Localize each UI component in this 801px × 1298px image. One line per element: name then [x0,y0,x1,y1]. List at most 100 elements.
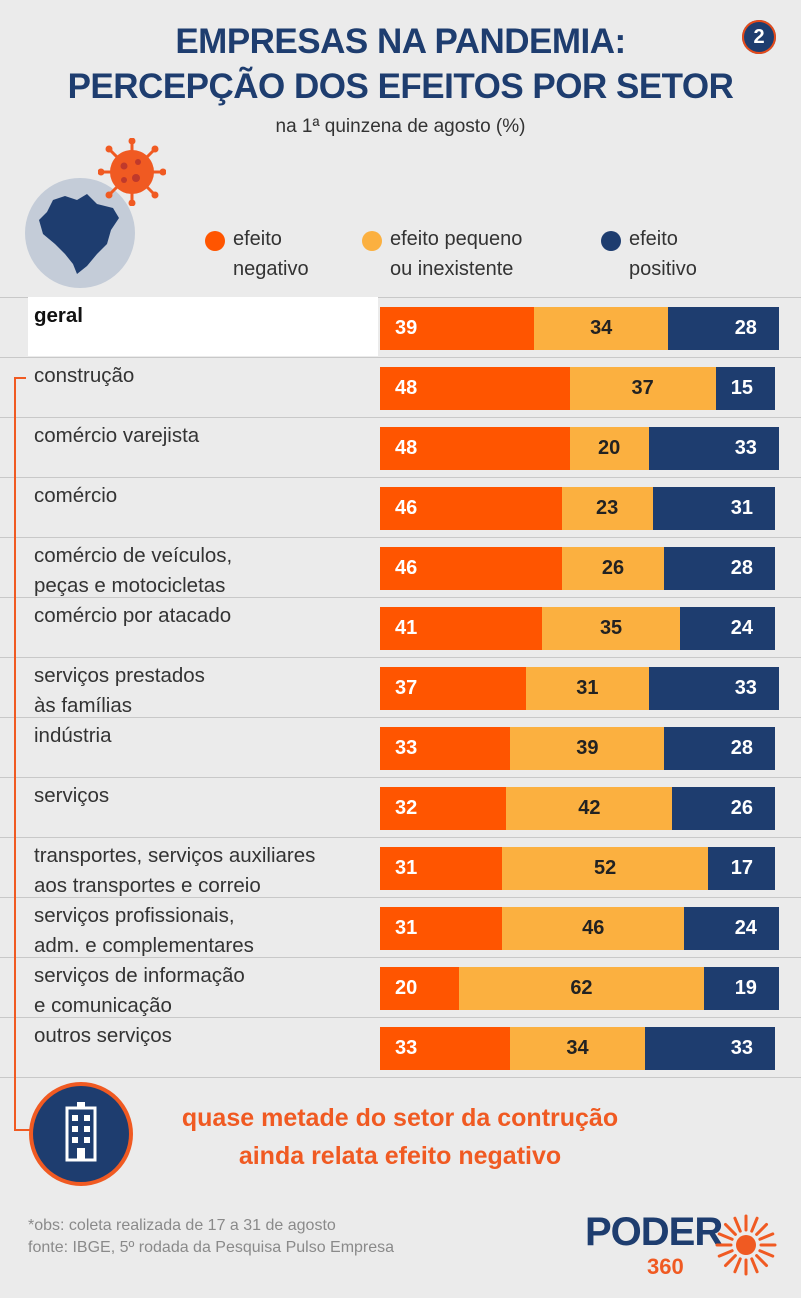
category-label-line: comércio de veículos, [34,544,233,567]
row-divider [0,1077,801,1078]
chart-row: geral 39 34 28 [0,297,801,356]
chart-row: comércio 46 23 31 [0,477,801,536]
chart-row: construção 48 37 15 [0,357,801,416]
bar-segment-small: 34 [510,1027,645,1070]
data-label-negative: 31 [395,857,418,879]
bar-segment-small: 23 [561,487,653,530]
logo-sun-ray [750,1257,759,1274]
category-label: serviços [34,781,379,811]
bar-segment-positive: 28 [664,547,775,590]
row-divider [0,537,801,538]
callout-line-2: ainda relata efeito negativo [238,1142,562,1170]
page-number: 2 [753,26,765,48]
data-label-negative: 46 [395,557,418,579]
subtitle: na 1ª quinzena de agosto (%) [275,116,526,137]
bar-segment-small: 31 [526,667,649,710]
category-label-line: e comunicação [34,994,172,1017]
building-icon [33,1086,129,1182]
data-label-negative: 33 [395,737,418,759]
category-label: comércio de veículos, peças e motocicleta… [34,541,379,601]
logo-sun-ray [723,1222,737,1236]
data-label-small: 35 [599,617,623,639]
category-label-line: serviços de informação [34,964,245,987]
category-label-line: transportes, serviços auxiliares [34,844,316,867]
data-label-small: 42 [578,797,601,819]
logo-sun-ray [758,1232,775,1241]
category-label: serviços prestados às famílias [34,661,379,721]
brazil-map-icon [25,178,135,288]
bar-segment-negative: 37 [380,667,527,710]
virus-icon [98,138,166,206]
category-label: comércio [34,481,379,511]
data-label-negative: 33 [395,1037,418,1059]
legend-label-small: efeito pequeno ou inexistente [390,228,523,280]
row-divider [0,837,801,838]
logo-sun-ray [750,1216,759,1233]
bar-segment-positive: 19 [703,967,779,1010]
logo-sun-ray [733,1216,742,1233]
data-label-negative: 39 [395,317,418,339]
bracket-bottom-tick [14,1129,34,1131]
data-label-positive: 19 [734,977,757,999]
data-label-small: 20 [597,437,621,459]
chart-row: serviços prestados às famílias 37 31 33 [0,657,801,717]
data-label-small: 62 [570,977,593,999]
poder360-logo: PODER 360 [585,1208,785,1288]
chart-row: comércio varejista 48 20 33 [0,417,801,476]
data-label-negative: 48 [395,437,418,459]
data-label-positive: 28 [730,737,753,759]
bar-segment-negative: 46 [380,487,562,530]
logo-sun-ray [755,1222,769,1236]
data-label-negative: 48 [395,377,418,399]
bar-segment-positive: 26 [672,787,775,830]
bar-segment-small: 39 [510,727,665,770]
row-divider [0,897,801,898]
category-label: geral [34,301,379,331]
data-label-positive: 28 [734,317,757,339]
bar-segment-positive: 33 [648,427,779,470]
bar-segment-negative: 41 [380,607,542,650]
legend-label-negative: efeito negativo [233,228,309,280]
bar-segment-negative: 31 [380,907,503,950]
bar-segment-small: 52 [502,847,708,890]
bar-segment-negative: 31 [380,847,503,890]
data-label-small: 34 [566,1037,589,1059]
callout-line-1: quase metade do setor da contrução [181,1104,619,1132]
footnote-source: fonte: IBGE, 5º rodada da Pesquisa Pulso… [28,1239,395,1256]
category-label: transportes, serviços auxiliares aos tran… [34,841,379,901]
category-label-line: peças e motocicletas [34,574,226,597]
bar-segment-positive: 24 [684,907,779,950]
data-label-positive: 24 [734,917,757,939]
bar-segment-positive: 28 [668,307,779,350]
category-label-line: serviços profissionais, [34,904,235,927]
data-label-negative: 37 [395,677,418,699]
data-label-positive: 33 [730,1037,753,1059]
bar-segment-positive: 17 [707,847,775,890]
category-label: outros serviços [34,1021,379,1051]
data-label-positive: 31 [730,497,753,519]
chart-row: comércio de veículos, peças e motocicleta… [0,537,801,597]
category-label-line: adm. e complementares [34,934,254,957]
bar-segment-positive: 24 [680,607,775,650]
bar-segment-small: 26 [561,547,665,590]
data-label-small: 52 [594,857,617,879]
data-label-positive: 28 [730,557,753,579]
title-line-2: PERCEPÇÃO DOS EFEITOS POR SETOR [67,67,734,106]
data-label-small: 46 [582,917,605,939]
chart-row: indústria 33 39 28 [0,717,801,776]
row-divider [0,357,801,358]
category-label-line: serviços prestados [34,664,205,687]
bar-segment-small: 35 [541,607,681,650]
data-label-small: 37 [631,377,654,399]
category-label-line: comércio varejista [34,424,200,447]
category-label-line: serviços [34,784,110,807]
chart-row: serviços profissionais, adm. e complement… [0,897,801,957]
chart-row: outros serviços 33 34 33 [0,1017,801,1076]
logo-sun-ray [717,1249,734,1258]
bar-segment-small: 62 [459,967,704,1010]
data-label-positive: 17 [730,857,753,879]
bar-segment-positive: 31 [652,487,775,530]
category-label: comércio varejista [34,421,379,451]
bar-segment-small: 20 [569,427,649,470]
data-label-negative: 20 [395,977,418,999]
